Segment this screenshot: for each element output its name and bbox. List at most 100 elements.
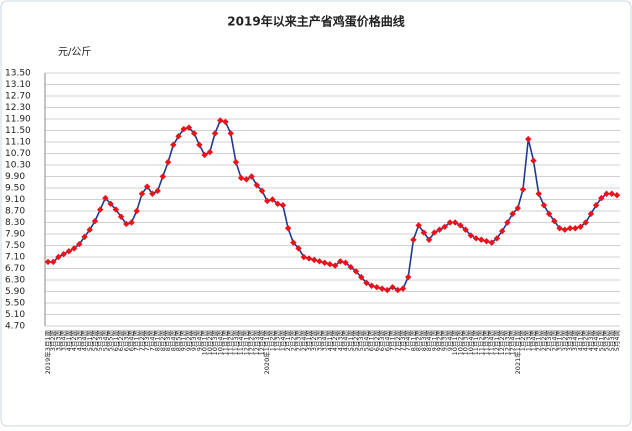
x-tick-label: 12月1周	[242, 330, 250, 355]
x-tick-label: 8月5周	[175, 330, 183, 351]
x-tick-label: 3月1周	[305, 330, 313, 351]
x-tick-label: 1月3周	[274, 330, 282, 351]
marker	[180, 125, 187, 133]
marker	[65, 248, 73, 255]
x-tick-label: 6月1周	[368, 330, 376, 351]
x-tick-label: 2020年1月1周	[262, 330, 271, 374]
x-tick-label: 12月2周	[498, 330, 506, 355]
x-tick-label: 7月3周	[143, 330, 151, 351]
marker	[525, 135, 532, 143]
marker	[415, 222, 422, 229]
marker	[112, 206, 120, 213]
marker	[97, 206, 104, 213]
marker	[561, 226, 568, 233]
x-tick-label: 2月2周	[540, 330, 548, 351]
marker	[81, 233, 88, 241]
x-tick-label: 4月1周	[576, 330, 584, 351]
marker	[305, 255, 313, 262]
marker	[431, 229, 438, 236]
x-tick-label: 10月4周	[467, 330, 475, 355]
x-tick-label: 10月2周	[456, 330, 464, 355]
marker	[331, 262, 339, 269]
y-tick-label: 9.90	[5, 172, 25, 182]
marker	[556, 225, 563, 232]
marker	[311, 256, 318, 264]
x-tick-label: 5月2周	[91, 330, 99, 351]
marker	[514, 204, 522, 212]
x-tick-label: 8月1周	[409, 330, 417, 351]
marker	[504, 219, 511, 226]
marker	[472, 235, 480, 242]
marker	[347, 263, 354, 271]
x-tick-label: 4月4周	[81, 330, 89, 351]
x-tick-label: 3月4周	[571, 330, 579, 351]
x-tick-label: 4月1周	[65, 330, 73, 351]
x-tick-label: 12月2周	[248, 330, 256, 355]
marker	[279, 202, 287, 209]
x-tick-label: 9月2周	[436, 330, 444, 351]
x-tick-label: 9月3周	[190, 330, 198, 351]
marker	[608, 190, 615, 197]
x-tick-label: 2019年3月1周	[43, 330, 52, 374]
marker	[175, 133, 182, 140]
x-tick-label: 7月4周	[404, 330, 412, 351]
marker	[457, 222, 464, 229]
x-tick-label: 8月4周	[169, 330, 177, 351]
y-tick-label: 12.70	[5, 92, 31, 102]
x-tick-label: 9月3周	[441, 330, 449, 351]
marker	[269, 196, 276, 203]
x-tick-label: 3月3周	[54, 330, 62, 351]
marker	[352, 268, 360, 275]
marker	[60, 250, 67, 258]
x-tick-label: 10月1周	[201, 330, 209, 355]
x-tick-label: 11月1周	[221, 330, 229, 355]
y-tick-label: 10.30	[5, 161, 31, 171]
marker	[389, 283, 396, 291]
x-tick-label: 11月3周	[482, 330, 490, 355]
x-tick-label: 10月4周	[216, 330, 224, 355]
y-tick-label: 11.90	[5, 115, 31, 125]
x-tick-label: 5月1周	[86, 330, 94, 351]
x-tick-label: 7月1周	[389, 330, 397, 351]
marker	[107, 200, 114, 208]
marker	[316, 258, 323, 265]
x-tick-label: 5月2周	[603, 330, 611, 351]
marker	[50, 258, 57, 266]
x-tick-label: 8月2周	[159, 330, 167, 351]
marker	[227, 130, 234, 137]
chart-title: 2019年以来主产省鸡蛋价格曲线	[227, 14, 404, 29]
marker	[321, 259, 328, 266]
marker	[478, 236, 485, 243]
y-tick-label: 7.10	[5, 253, 25, 263]
x-tick-label: 1月2周	[519, 330, 527, 351]
marker	[185, 124, 193, 131]
marker	[290, 239, 297, 246]
marker	[368, 282, 375, 289]
marker	[149, 190, 156, 197]
x-tick-label: 12月4周	[509, 330, 517, 355]
y-tick-label: 12.30	[5, 103, 31, 113]
x-tick-label: 4月2周	[331, 330, 339, 351]
x-tick-label: 4月3周	[587, 330, 595, 351]
marker	[566, 225, 574, 232]
x-tick-label: 3月1周	[556, 330, 564, 351]
x-tick-label: 10月1周	[451, 330, 459, 355]
marker	[295, 245, 302, 252]
y-tick-label: 7.90	[5, 230, 25, 240]
x-tick-label: 11月4周	[237, 330, 245, 355]
x-tick-label: 2月4周	[550, 330, 558, 351]
marker	[441, 223, 448, 231]
marker	[217, 117, 224, 124]
x-tick-label: 3月4周	[321, 330, 329, 351]
x-tick-label: 12月4周	[258, 330, 266, 355]
marker	[425, 236, 433, 243]
x-tick-label: 2月1周	[284, 330, 292, 351]
marker	[237, 174, 245, 182]
x-tick-label: 5月3周	[608, 330, 616, 351]
marker	[483, 237, 490, 245]
x-tick-label: 3月2周	[49, 330, 57, 351]
marker	[170, 141, 177, 149]
marker	[404, 273, 412, 281]
marker	[577, 223, 584, 231]
